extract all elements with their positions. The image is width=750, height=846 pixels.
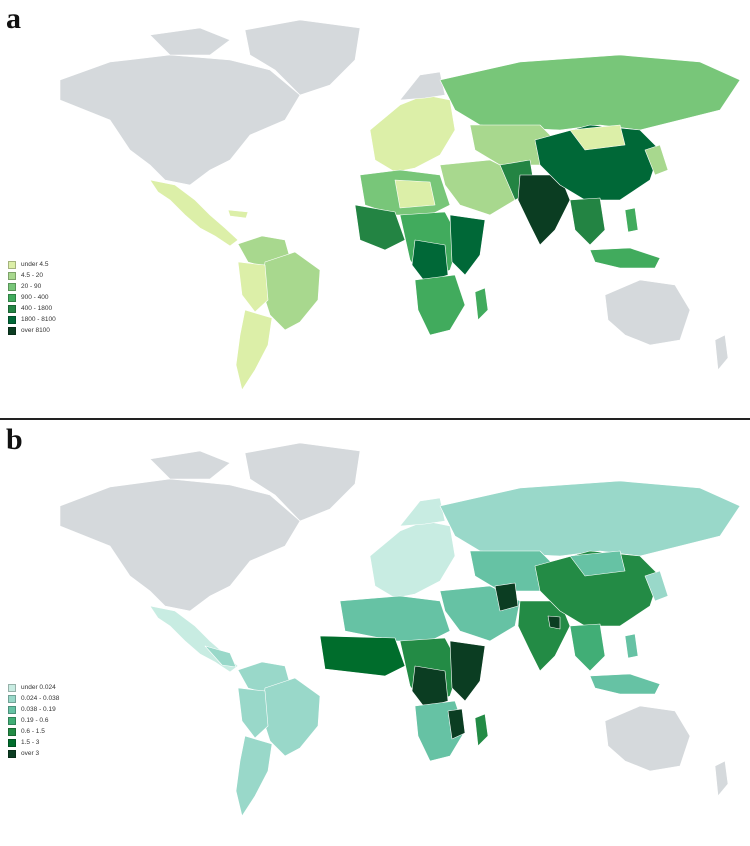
legend-item: 1.5 - 3 [8,737,59,748]
region-mongolia [569,550,626,577]
region-indonesia [589,247,661,269]
legend-swatch [8,315,16,324]
region-russia [439,480,741,557]
legend-item: 900 - 400 [8,292,56,303]
region-australia [604,279,691,346]
legend-swatch [8,694,16,703]
region-peru-bolivia [237,261,269,313]
legend-item: 1800 - 8100 [8,314,56,325]
legend-swatch [8,716,16,725]
region-arctic-islands [149,27,231,56]
legend-item: 0.024 - 0.038 [8,693,59,704]
region-philippines [624,633,639,659]
legend-label: under 4.5 [21,261,49,268]
region-scandinavia [399,71,446,101]
panel-label-a: a [6,2,21,35]
panel-divider [0,418,750,420]
legend-item: over 3 [8,748,59,759]
region-madagascar [474,287,489,321]
region-madagascar [474,713,489,747]
region-caribbean [227,209,249,219]
legend-swatch [8,727,16,736]
region-afghanistan [494,582,519,612]
legend-item: 0.038 - 0.19 [8,704,59,715]
world-map-b [59,442,741,817]
region-new-zealand [714,334,729,371]
legend-item: 0.6 - 1.5 [8,726,59,737]
region-europe [369,520,456,599]
legend-swatch [8,705,16,714]
region-east-africa [449,214,486,276]
panel-label-b: b [6,423,23,456]
legend-label: 900 - 400 [21,294,49,301]
legend-swatch [8,326,16,335]
legend-label: 0.19 - 0.6 [21,717,49,724]
region-west-africa [354,204,406,251]
region-russia [439,54,741,131]
legend-item: 4.5 - 20 [8,270,56,281]
region-arctic-islands [149,450,231,480]
legend-label: under 0.024 [21,684,56,691]
legend-a: under 4.5 4.5 - 20 20 - 90 900 - 400 400… [8,259,56,336]
legend-label: 4.5 - 20 [21,272,44,279]
legend-label: over 8100 [21,327,50,334]
legend-label: 0.6 - 1.5 [21,728,45,735]
region-congo [411,239,449,283]
region-west-africa [319,635,406,677]
world-map-a [59,19,741,391]
region-north-america [59,478,301,612]
region-argentina-chile [235,735,273,817]
region-korea-japan [644,144,669,176]
region-southern-africa [414,274,466,336]
legend-item: 400 - 1800 [8,303,56,314]
region-mongolia [569,124,626,151]
legend-item: under 4.5 [8,259,56,270]
legend-item: 0.19 - 0.6 [8,715,59,726]
legend-swatch [8,271,16,280]
legend-label: 1800 - 8100 [21,316,56,323]
region-korea-japan [644,570,669,602]
legend-swatch [8,293,16,302]
region-middle-east [439,159,521,216]
region-mexico [149,179,239,247]
legend-swatch [8,304,16,313]
region-east-africa [449,640,486,702]
region-greenland [244,442,361,522]
region-new-zealand [714,760,729,797]
legend-label: 20 - 90 [21,283,42,290]
legend-label: 1.5 - 3 [21,739,40,746]
legend-swatch [8,738,16,747]
legend-swatch [8,683,16,692]
region-australia [604,705,691,772]
region-north-africa [339,595,451,642]
region-peru-bolivia [237,687,269,739]
legend-label: 0.038 - 0.19 [21,706,56,713]
region-indonesia [589,673,661,695]
region-bangladesh [547,615,561,630]
region-sahara-light [394,179,436,209]
legend-swatch [8,260,16,269]
legend-item: over 8100 [8,325,56,336]
region-europe [369,94,456,173]
region-indochina [569,197,606,246]
map-panel-b: b [0,421,750,846]
legend-swatch [8,749,16,758]
map-panel-a: a [0,0,750,418]
region-scandinavia [399,497,446,527]
region-north-america [59,54,301,186]
region-mozambique [447,708,466,740]
legend-swatch [8,282,16,291]
region-philippines [624,207,639,233]
region-argentina-chile [235,309,273,391]
region-central-america [204,645,237,668]
legend-label: 400 - 1800 [21,305,53,312]
legend-label: 0.024 - 0.038 [21,695,60,702]
region-congo [411,665,449,709]
region-indochina [569,623,606,672]
legend-item: under 0.024 [8,682,59,693]
region-greenland [244,19,361,96]
legend-item: 20 - 90 [8,281,56,292]
legend-label: over 3 [21,750,40,757]
legend-b: under 0.024 0.024 - 0.038 0.038 - 0.19 0… [8,682,59,759]
